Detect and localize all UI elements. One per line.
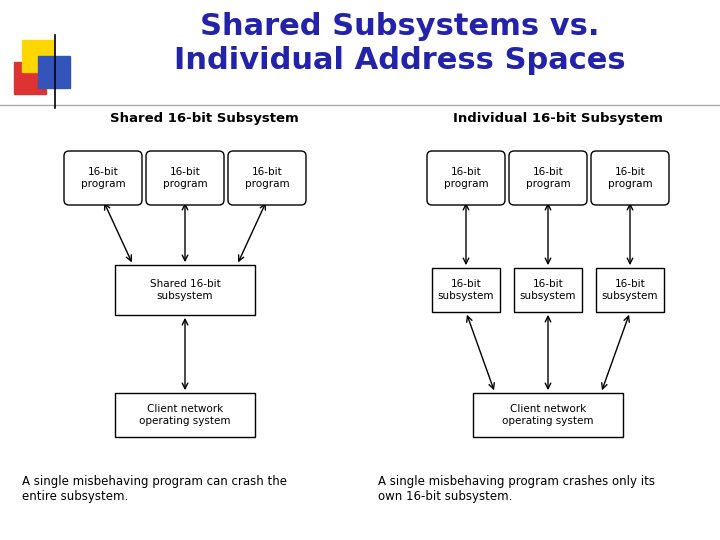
Text: Client network
operating system: Client network operating system <box>139 404 230 426</box>
Text: 16-bit
subsystem: 16-bit subsystem <box>602 279 658 301</box>
Text: 16-bit
program: 16-bit program <box>608 167 652 189</box>
Text: 16-bit
subsystem: 16-bit subsystem <box>438 279 494 301</box>
Text: 16-bit
program: 16-bit program <box>81 167 125 189</box>
Text: Client network
operating system: Client network operating system <box>503 404 594 426</box>
Text: Individual 16-bit Subsystem: Individual 16-bit Subsystem <box>453 112 663 125</box>
FancyBboxPatch shape <box>64 151 142 205</box>
Text: Shared 16-bit Subsystem: Shared 16-bit Subsystem <box>110 112 299 125</box>
Bar <box>473 393 623 437</box>
FancyBboxPatch shape <box>591 151 669 205</box>
Text: Shared Subsystems vs.
Individual Address Spaces: Shared Subsystems vs. Individual Address… <box>174 12 626 75</box>
Text: A single misbehaving program can crash the
entire subsystem.: A single misbehaving program can crash t… <box>22 475 287 503</box>
Text: 16-bit
program: 16-bit program <box>444 167 488 189</box>
Bar <box>14 62 46 94</box>
Text: 16-bit
program: 16-bit program <box>526 167 570 189</box>
Text: 16-bit
program: 16-bit program <box>163 167 207 189</box>
Bar <box>38 56 70 88</box>
Bar <box>115 393 255 437</box>
FancyBboxPatch shape <box>427 151 505 205</box>
FancyBboxPatch shape <box>509 151 587 205</box>
Bar <box>115 265 255 315</box>
FancyBboxPatch shape <box>228 151 306 205</box>
Text: A single misbehaving program crashes only its
own 16-bit subsystem.: A single misbehaving program crashes onl… <box>378 475 655 503</box>
Text: Shared 16-bit
subsystem: Shared 16-bit subsystem <box>150 279 220 301</box>
Text: 16-bit
program: 16-bit program <box>245 167 289 189</box>
Bar <box>514 268 582 312</box>
Bar <box>22 40 54 72</box>
Text: 16-bit
subsystem: 16-bit subsystem <box>520 279 576 301</box>
FancyBboxPatch shape <box>146 151 224 205</box>
Bar <box>432 268 500 312</box>
Bar <box>596 268 664 312</box>
